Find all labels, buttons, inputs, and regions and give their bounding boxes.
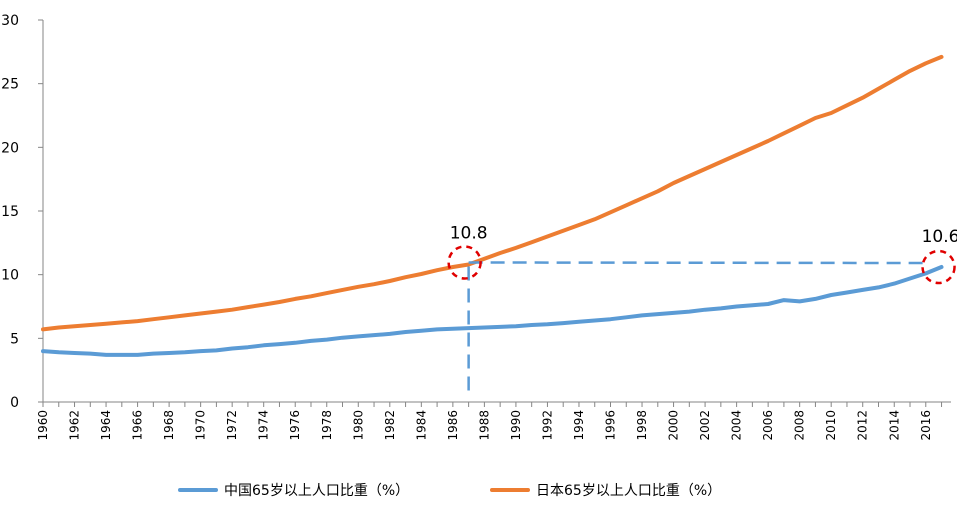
annotation-layer: 10.8 10.6 [447,223,957,394]
x-tick-label: 2014 [887,410,901,441]
x-tick-label: 2002 [698,410,712,441]
x-tick-label: 1990 [509,410,523,441]
y-tick-label: 15 [1,204,19,220]
x-tick-label: 2008 [793,410,807,441]
x-tick-label: 1966 [131,410,145,441]
y-tick-label: 5 [10,331,19,347]
legend-swatch-japan [490,488,530,492]
series-line-japan [41,54,944,332]
x-tick-label: 1976 [288,410,302,441]
x-tick-label: 1960 [36,410,50,441]
annotation-label-1987: 10.8 [450,223,488,243]
dashed-guide-horizontal [468,261,931,265]
axes: 0 5 10 15 20 25 30 1960 1962 1964 1966 1968 1970 1972… [1,13,951,441]
annotation-label-2017: 10.6 [922,227,957,247]
x-tick-label: 1988 [477,410,491,441]
y-tick-label: 30 [1,13,19,29]
x-tick-label: 2004 [730,410,744,441]
x-tick-label: 1984 [414,410,428,441]
x-tick-label: 1992 [540,410,554,441]
x-tick-label: 1982 [383,410,397,441]
y-tick-label: 20 [1,140,19,156]
y-tick-label: 0 [10,395,19,411]
x-tick-label: 2010 [824,410,838,441]
legend-label-japan: 日本65岁以上人口比重（%） [536,483,722,499]
y-tick-label: 10 [1,268,19,284]
legend-label-china: 中国65岁以上人口比重（%） [224,483,410,499]
x-tick-label: 2012 [856,410,870,441]
x-tick-label: 1970 [194,410,208,441]
series-layer [41,54,944,357]
x-tick-label: 1978 [320,410,334,441]
legend-swatch-china [178,488,218,492]
x-tick-label: 2006 [761,410,775,441]
x-tick-label: 1972 [225,410,239,441]
x-tick-label: 1998 [635,410,649,441]
x-tick-label: 2000 [667,410,681,441]
highlight-circle-1987 [447,245,482,280]
x-tick-label: 1980 [351,410,365,441]
x-tick-label: 1986 [446,410,460,441]
y-tick-label: 25 [1,77,19,93]
x-tick-label: 1962 [68,410,82,441]
line-chart: 0 5 10 15 20 25 30 1960 1962 1964 1966 1968 1970 1972… [1,13,957,441]
legend-item-japan: 日本65岁以上人口比重（%） [490,480,721,500]
x-tick-label: 1996 [604,410,618,441]
legend-item-china: 中国65岁以上人口比重（%） [178,480,409,500]
series-line-china [41,265,944,357]
x-tick-label: 1974 [257,410,271,441]
highlight-circle-2017 [921,249,956,285]
x-tick-label: 1968 [162,410,176,441]
x-tick-label: 1994 [572,410,586,441]
x-tick-label: 2016 [919,410,933,441]
x-tick-label: 1964 [99,410,113,441]
